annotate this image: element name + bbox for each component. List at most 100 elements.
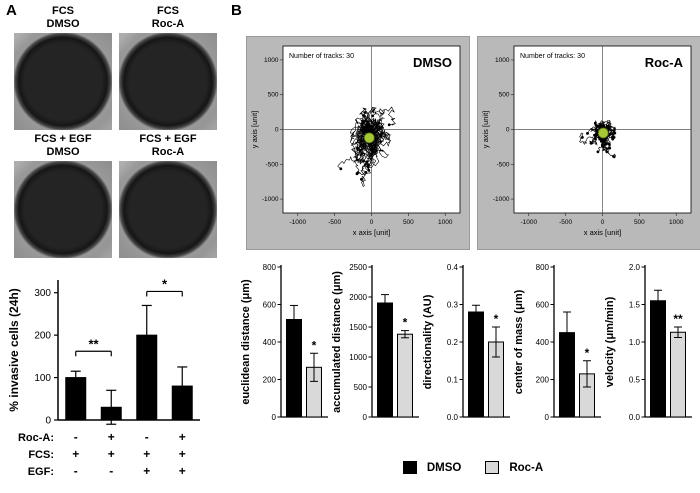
well-cell-fcs-dmso: FCS DMSO (14, 5, 112, 130)
well-label-line1: FCS (156, 5, 179, 17)
y-tick-label: 200 (34, 331, 51, 342)
y-axis-label: % invasive cells (24h) (7, 288, 21, 411)
condition-sign: + (72, 447, 79, 461)
well-label-line1: FCS (52, 5, 74, 17)
x-tick-label: 500 (634, 219, 645, 226)
accumulated-distance-chart: 0 500 1000 1500 2000 2500 accumulated distance… (332, 263, 419, 422)
y-tick-label: 200 (536, 376, 550, 385)
y-tick-label: 0 (363, 413, 368, 422)
y-tick-label: 0.0 (447, 413, 459, 422)
y-tick-label: 400 (263, 338, 277, 347)
significance-label: ** (88, 336, 99, 351)
x-tick-label: 0 (601, 219, 605, 226)
y-tick-label: 2000 (349, 293, 367, 302)
condition-sign: - (74, 430, 78, 444)
y-tick-label: 100 (34, 373, 51, 384)
well-label-line2: DMSO (46, 145, 80, 158)
well-photo (14, 160, 112, 258)
y-tick-label: 500 (268, 92, 279, 99)
y-tick-label: 200 (263, 376, 277, 385)
well-label-line2: DMSO (46, 17, 80, 30)
condition-row-label: FCS: (28, 449, 54, 461)
y-tick-label: 0 (45, 416, 51, 427)
well-photo (14, 32, 112, 130)
bar-dmso (286, 319, 302, 418)
y-tick-label: 0.1 (447, 376, 459, 385)
significance-label: * (403, 316, 408, 330)
euclidean-distance-chart: 0 200 400 600 800 euclidean distance (μm) * (241, 263, 328, 422)
significance-label: * (585, 346, 590, 360)
y-tick-label: 0 (545, 413, 550, 422)
y-axis-label: accumulated distance (μm) (332, 271, 343, 413)
motility-bar-charts: 0 200 400 600 800 euclidean distance (μm) * 0 5… (241, 257, 696, 453)
bar-roc-a (670, 331, 686, 418)
condition-sign: - (74, 464, 78, 478)
well-cell-fcsegf-dmso: FCS + EGF DMSO (14, 133, 112, 258)
significance-label: * (494, 312, 499, 326)
condition-row-label: EGF: (28, 466, 54, 478)
y-tick-label: 600 (263, 301, 277, 310)
plot-title: DMSO (413, 55, 452, 70)
x-axis-label: x axis [unit] (584, 228, 622, 237)
x-tick-label: -500 (328, 219, 341, 226)
center-of-mass-dot (363, 132, 375, 144)
y-tick-label: 400 (536, 338, 550, 347)
well-label: FCS + EGF DMSO (34, 133, 91, 159)
y-tick-label: 1.5 (629, 301, 641, 310)
condition-sign: - (109, 464, 113, 478)
x-tick-label: -1000 (520, 219, 537, 226)
track-plot-dmso: -1000 -500 0 500 1000 -1000 -500 0 500 1000 x axis… (246, 36, 470, 250)
significance-label: * (312, 338, 317, 352)
y-tick-label: 500 (354, 383, 368, 392)
x-axis-label: x axis [unit] (353, 228, 391, 237)
x-tick-label: 1000 (438, 219, 453, 226)
well-cell-fcsegf-roca: FCS + EGF Roc-A (119, 133, 217, 258)
y-tick-label: 500 (499, 92, 510, 99)
y-tick-label: 0 (275, 127, 279, 134)
y-axis-label: euclidean distance (μm) (241, 279, 252, 405)
well-label-line2: Roc-A (151, 17, 185, 30)
significance-label: ** (673, 312, 683, 326)
y-tick-label: 600 (536, 301, 550, 310)
y-tick-label: 0 (272, 413, 277, 422)
y-tick-label: 300 (34, 288, 51, 299)
y-tick-label: 1500 (349, 323, 367, 332)
y-tick-label: -1000 (493, 196, 510, 203)
y-tick-label: 0.0 (629, 413, 641, 422)
y-axis-label: directionality (AU) (423, 294, 434, 389)
legend-swatch-roca (485, 461, 500, 474)
legend: DMSO Roc-A (340, 461, 620, 474)
x-tick-label: 1000 (669, 219, 684, 226)
condition-sign: + (179, 447, 186, 461)
x-tick-label: -500 (559, 219, 572, 226)
x-tick-label: 0 (370, 219, 374, 226)
legend-label-dmso: DMSO (426, 461, 462, 474)
track-plot-roca: -1000 -500 0 500 1000 -1000 -500 0 500 1000 x axis… (477, 36, 700, 250)
center-of-mass-dot (597, 127, 609, 139)
bar-dmso (650, 300, 666, 418)
y-axis-label: y axis [unit] (250, 111, 259, 149)
legend-swatch-dmso (402, 461, 417, 474)
y-tick-label: 1000 (349, 353, 367, 362)
y-axis-label: y axis [unit] (481, 111, 490, 149)
condition-sign: + (108, 430, 115, 444)
well-label: FCS DMSO (47, 5, 80, 31)
condition-sign: + (108, 447, 115, 461)
panel-a-label: A (6, 2, 17, 19)
y-tick-label: 0.4 (447, 263, 459, 272)
bar-dmso (377, 302, 393, 418)
center-of-mass-chart: 0 200 400 600 800 center of mass (μm) * (514, 263, 601, 422)
y-tick-label: 0.2 (447, 338, 459, 347)
well-label-line1: FCS + EGF (139, 132, 197, 145)
condition-row-label: Roc-A: (18, 432, 54, 444)
well-label-line2: Roc-A (151, 145, 185, 158)
plot-title: Roc-A (645, 55, 684, 70)
y-tick-label: -500 (265, 161, 278, 168)
condition-sign: + (143, 447, 150, 461)
y-tick-label: 0 (506, 127, 510, 134)
y-tick-label: 1000 (495, 57, 510, 64)
y-tick-label: 800 (536, 263, 550, 272)
condition-sign: + (143, 464, 150, 478)
